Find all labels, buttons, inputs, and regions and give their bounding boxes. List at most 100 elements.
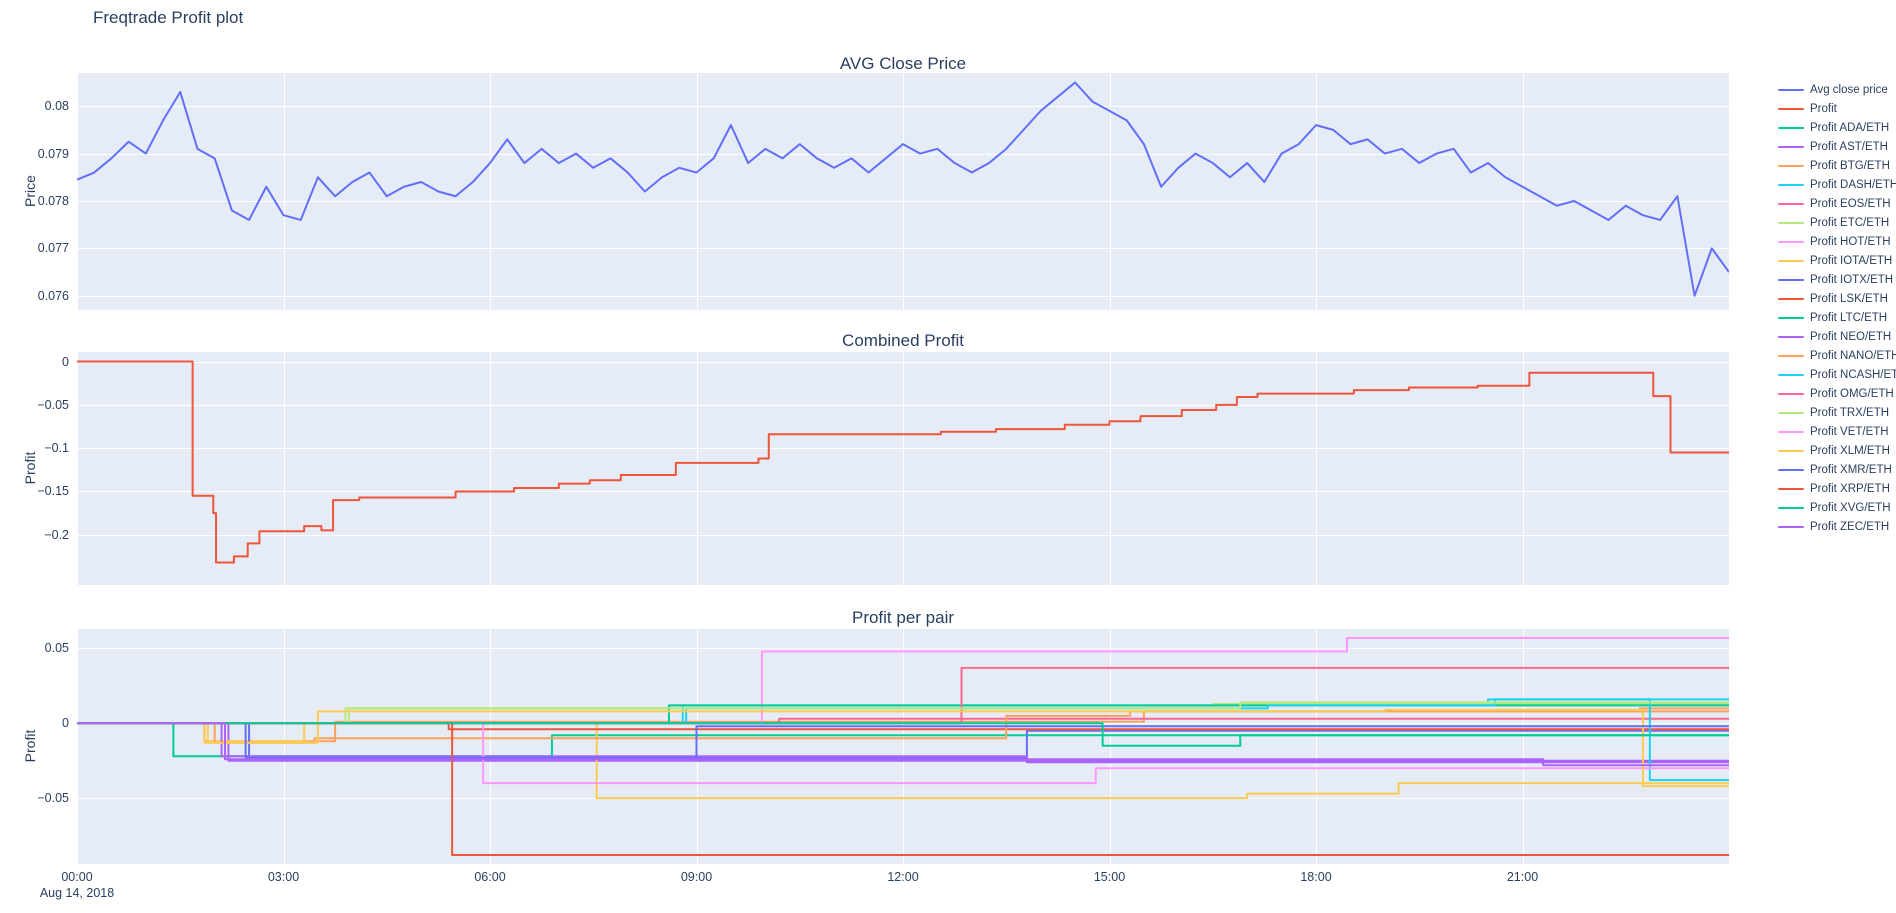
x-tick-label: 00:00 (61, 870, 93, 884)
legend-line-swatch (1778, 88, 1804, 91)
legend-item-avg-close-price[interactable]: Avg close price (1778, 80, 1896, 99)
legend-item-label: Profit ETC/ETH (1810, 216, 1890, 229)
legend-item-label: Profit TRX/ETH (1810, 406, 1890, 419)
legend-item-label: Profit BTG/ETH (1810, 159, 1890, 172)
legend-line-swatch (1778, 506, 1804, 509)
legend-item-label: Profit NANO/ETH (1810, 349, 1896, 362)
legend-item-label: Profit VET/ETH (1810, 425, 1889, 438)
y-tick-label: 0 (62, 354, 69, 369)
legend-item-label: Profit DASH/ETH (1810, 178, 1896, 191)
x-tick-label: 09:00 (680, 870, 713, 884)
x-axis-date-label: Aug 14, 2018 (39, 886, 115, 900)
legend-line-swatch (1778, 164, 1804, 167)
legend-line-swatch (1778, 449, 1804, 452)
subplot-title-profit-per-pair: Profit per pair (851, 608, 955, 627)
y-axis-title-profit-pairs: Profit (22, 729, 38, 763)
legend-line-swatch (1778, 202, 1804, 205)
legend-line-swatch (1778, 126, 1804, 129)
legend-item-profit-xvg-eth[interactable]: Profit XVG/ETH (1778, 498, 1896, 517)
legend-line-swatch (1778, 259, 1804, 262)
legend-item-profit-dash-eth[interactable]: Profit DASH/ETH (1778, 175, 1896, 194)
legend-item-label: Profit IOTA/ETH (1810, 254, 1893, 267)
x-tick-label: 12:00 (887, 870, 919, 884)
legend-item-label: Profit NCASH/ETH (1810, 368, 1896, 381)
legend-line-swatch (1778, 392, 1804, 395)
legend-item-profit-hot-eth[interactable]: Profit HOT/ETH (1778, 232, 1896, 251)
y-tick-label: −0.15 (37, 484, 69, 499)
x-tick-label: 15:00 (1093, 870, 1126, 884)
legend-item-label: Profit AST/ETH (1810, 140, 1888, 153)
legend-item-label: Profit IOTX/ETH (1810, 273, 1894, 286)
legend-item-profit-ada-eth[interactable]: Profit ADA/ETH (1778, 118, 1896, 137)
y-tick-label: 0.05 (44, 641, 69, 656)
legend-item-label: Profit ADA/ETH (1810, 121, 1890, 134)
x-tick-label: 18:00 (1300, 870, 1332, 884)
legend-line-swatch (1778, 107, 1804, 110)
legend-item-label: Profit HOT/ETH (1810, 235, 1891, 248)
legend-item-label: Profit XVG/ETH (1810, 501, 1891, 514)
legend-item-profit-btg-eth[interactable]: Profit BTG/ETH (1778, 156, 1896, 175)
legend-line-swatch (1778, 278, 1804, 281)
legend-item-profit-omg-eth[interactable]: Profit OMG/ETH (1778, 384, 1896, 403)
legend-item-profit-ncash-eth[interactable]: Profit NCASH/ETH (1778, 365, 1896, 384)
legend: Avg close price Profit Profit ADA/ETH Profi… (1778, 80, 1896, 536)
legend-line-swatch (1778, 430, 1804, 433)
legend-item-label: Profit XMR/ETH (1810, 463, 1892, 476)
legend-item-profit-eos-eth[interactable]: Profit EOS/ETH (1778, 194, 1896, 213)
legend-line-swatch (1778, 525, 1804, 528)
profit-per-pair-chart[interactable] (77, 629, 1729, 864)
legend-line-swatch (1778, 354, 1804, 357)
legend-item-label: Profit ZEC/ETH (1810, 520, 1890, 533)
legend-item-label: Profit OMG/ETH (1810, 387, 1894, 400)
legend-item-profit-ltc-eth[interactable]: Profit LTC/ETH (1778, 308, 1896, 327)
legend-item-profit-xrp-eth[interactable]: Profit XRP/ETH (1778, 479, 1896, 498)
combined-profit-chart[interactable] (77, 352, 1729, 585)
legend-item-profit-vet-eth[interactable]: Profit VET/ETH (1778, 422, 1896, 441)
y-tick-label: 0.076 (37, 288, 69, 303)
y-tick-label: 0.08 (44, 99, 69, 114)
x-tick-label: 21:00 (1506, 870, 1539, 884)
subplot-title-combined-profit: Combined Profit (842, 331, 964, 350)
legend-line-swatch (1778, 335, 1804, 338)
legend-item-profit-nano-eth[interactable]: Profit NANO/ETH (1778, 346, 1896, 365)
y-tick-label: 0.077 (37, 241, 69, 256)
y-axis-title-profit-combined: Profit (22, 451, 38, 485)
legend-line-swatch (1778, 240, 1804, 243)
y-tick-label: −0.1 (44, 441, 69, 456)
legend-item-profit-etc-eth[interactable]: Profit ETC/ETH (1778, 213, 1896, 232)
legend-item-label: Avg close price (1810, 83, 1888, 96)
legend-line-swatch (1778, 183, 1804, 186)
legend-item-profit-trx-eth[interactable]: Profit TRX/ETH (1778, 403, 1896, 422)
avg-close-price-chart[interactable] (77, 73, 1729, 310)
legend-item-label: Profit EOS/ETH (1810, 197, 1891, 210)
legend-line-swatch (1778, 297, 1804, 300)
legend-line-swatch (1778, 373, 1804, 376)
y-tick-label: 0.078 (37, 193, 69, 208)
y-tick-label: 0.079 (37, 146, 69, 161)
figure-title: Freqtrade Profit plot (93, 8, 244, 27)
legend-item-profit-iota-eth[interactable]: Profit IOTA/ETH (1778, 251, 1896, 270)
legend-item-profit-iotx-eth[interactable]: Profit IOTX/ETH (1778, 270, 1896, 289)
legend-item-label: Profit XLM/ETH (1810, 444, 1890, 457)
legend-line-swatch (1778, 221, 1804, 224)
legend-line-swatch (1778, 411, 1804, 414)
x-tick-label: 06:00 (474, 870, 506, 884)
y-tick-label: −0.2 (44, 527, 69, 542)
y-tick-label: −0.05 (37, 397, 69, 412)
y-axis-title-price: Price (22, 175, 38, 207)
legend-item-label: Profit LSK/ETH (1810, 292, 1888, 305)
subplot-title-avg-close-price: AVG Close Price (839, 54, 967, 73)
y-tick-label: 0 (62, 716, 69, 731)
legend-item-profit-zec-eth[interactable]: Profit ZEC/ETH (1778, 517, 1896, 536)
legend-item-profit-lsk-eth[interactable]: Profit LSK/ETH (1778, 289, 1896, 308)
legend-item-profit[interactable]: Profit (1778, 99, 1896, 118)
legend-item-profit-xmr-eth[interactable]: Profit XMR/ETH (1778, 460, 1896, 479)
legend-item-profit-neo-eth[interactable]: Profit NEO/ETH (1778, 327, 1896, 346)
legend-line-swatch (1778, 487, 1804, 490)
legend-item-profit-xlm-eth[interactable]: Profit XLM/ETH (1778, 441, 1896, 460)
legend-line-swatch (1778, 145, 1804, 148)
legend-item-profit-ast-eth[interactable]: Profit AST/ETH (1778, 137, 1896, 156)
legend-item-label: Profit NEO/ETH (1810, 330, 1892, 343)
legend-item-label: Profit LTC/ETH (1810, 311, 1888, 324)
